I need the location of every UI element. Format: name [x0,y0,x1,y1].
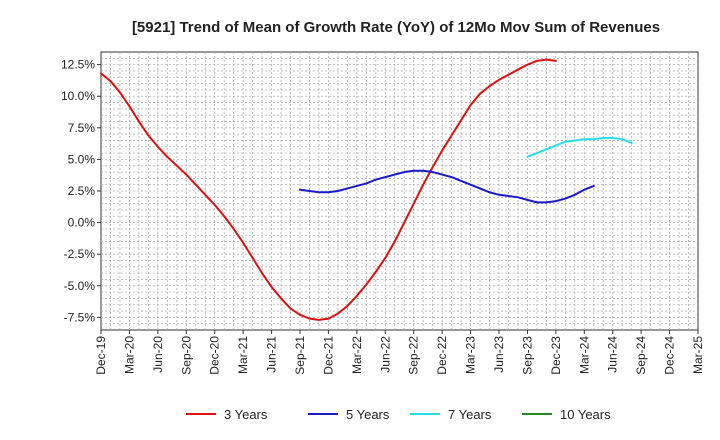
y-tick-label: -2.5% [64,247,96,261]
x-axis: Dec-19 Mar-20 Jun-20 Sep-20 Dec-20 Mar-21 Jun-… [94,330,705,375]
legend-label: 10 Years [560,407,611,422]
x-tick-label: Dec-24 [663,336,677,375]
y-tick-label: -7.5% [64,310,96,324]
x-tick-label: Jun-20 [151,336,165,373]
legend-label: 7 Years [448,407,492,422]
series-line-3-years [100,58,557,321]
legend-label: 5 Years [346,407,390,422]
x-tick-label: Sep-20 [179,336,193,375]
x-tick-label: Sep-22 [407,336,421,375]
y-tick-label: 12.5% [61,58,95,72]
x-tick-label: Jun-23 [492,336,506,373]
series-line-5-years [299,169,595,204]
x-tick-label: Mar-25 [691,336,705,374]
legend: 3 Years 5 Years 7 Years 10 Years [186,407,611,422]
y-tick-label: 5.0% [68,152,96,166]
y-tick-label: 10.0% [61,89,95,103]
y-tick-label: 2.5% [68,184,96,198]
y-tick-label: 0.0% [68,216,96,230]
x-tick-label: Dec-20 [208,336,222,375]
x-tick-label: Mar-21 [236,336,250,374]
y-tick-label: -5.0% [64,279,96,293]
legend-label: 3 Years [224,407,268,422]
y-tick-label: 7.5% [68,121,96,135]
chart-title: [5921] Trend of Mean of Growth Rate (YoY… [132,19,660,36]
x-tick-label: Dec-23 [549,336,563,375]
y-axis: 12.5% 10.0% 7.5% 5.0% 2.5% 0.0% -2.5% -5.0% -7.5… [61,58,101,324]
x-tick-label: Jun-24 [606,336,620,373]
x-tick-label: Sep-24 [634,336,648,375]
x-tick-label: Sep-23 [520,336,534,375]
x-tick-label: Mar-24 [577,336,591,374]
series-line-7-years [526,136,633,158]
x-tick-label: Mar-22 [350,336,364,374]
grid [101,52,698,330]
x-tick-label: Mar-23 [464,336,478,374]
x-tick-label: Jun-21 [265,336,279,373]
x-tick-label: Dec-22 [435,336,449,375]
x-tick-label: Dec-19 [94,336,108,375]
x-tick-label: Sep-21 [293,336,307,375]
series-lines [100,58,633,321]
x-tick-label: Mar-20 [122,336,136,374]
x-tick-label: Dec-21 [321,336,335,375]
x-tick-label: Jun-22 [378,336,392,373]
